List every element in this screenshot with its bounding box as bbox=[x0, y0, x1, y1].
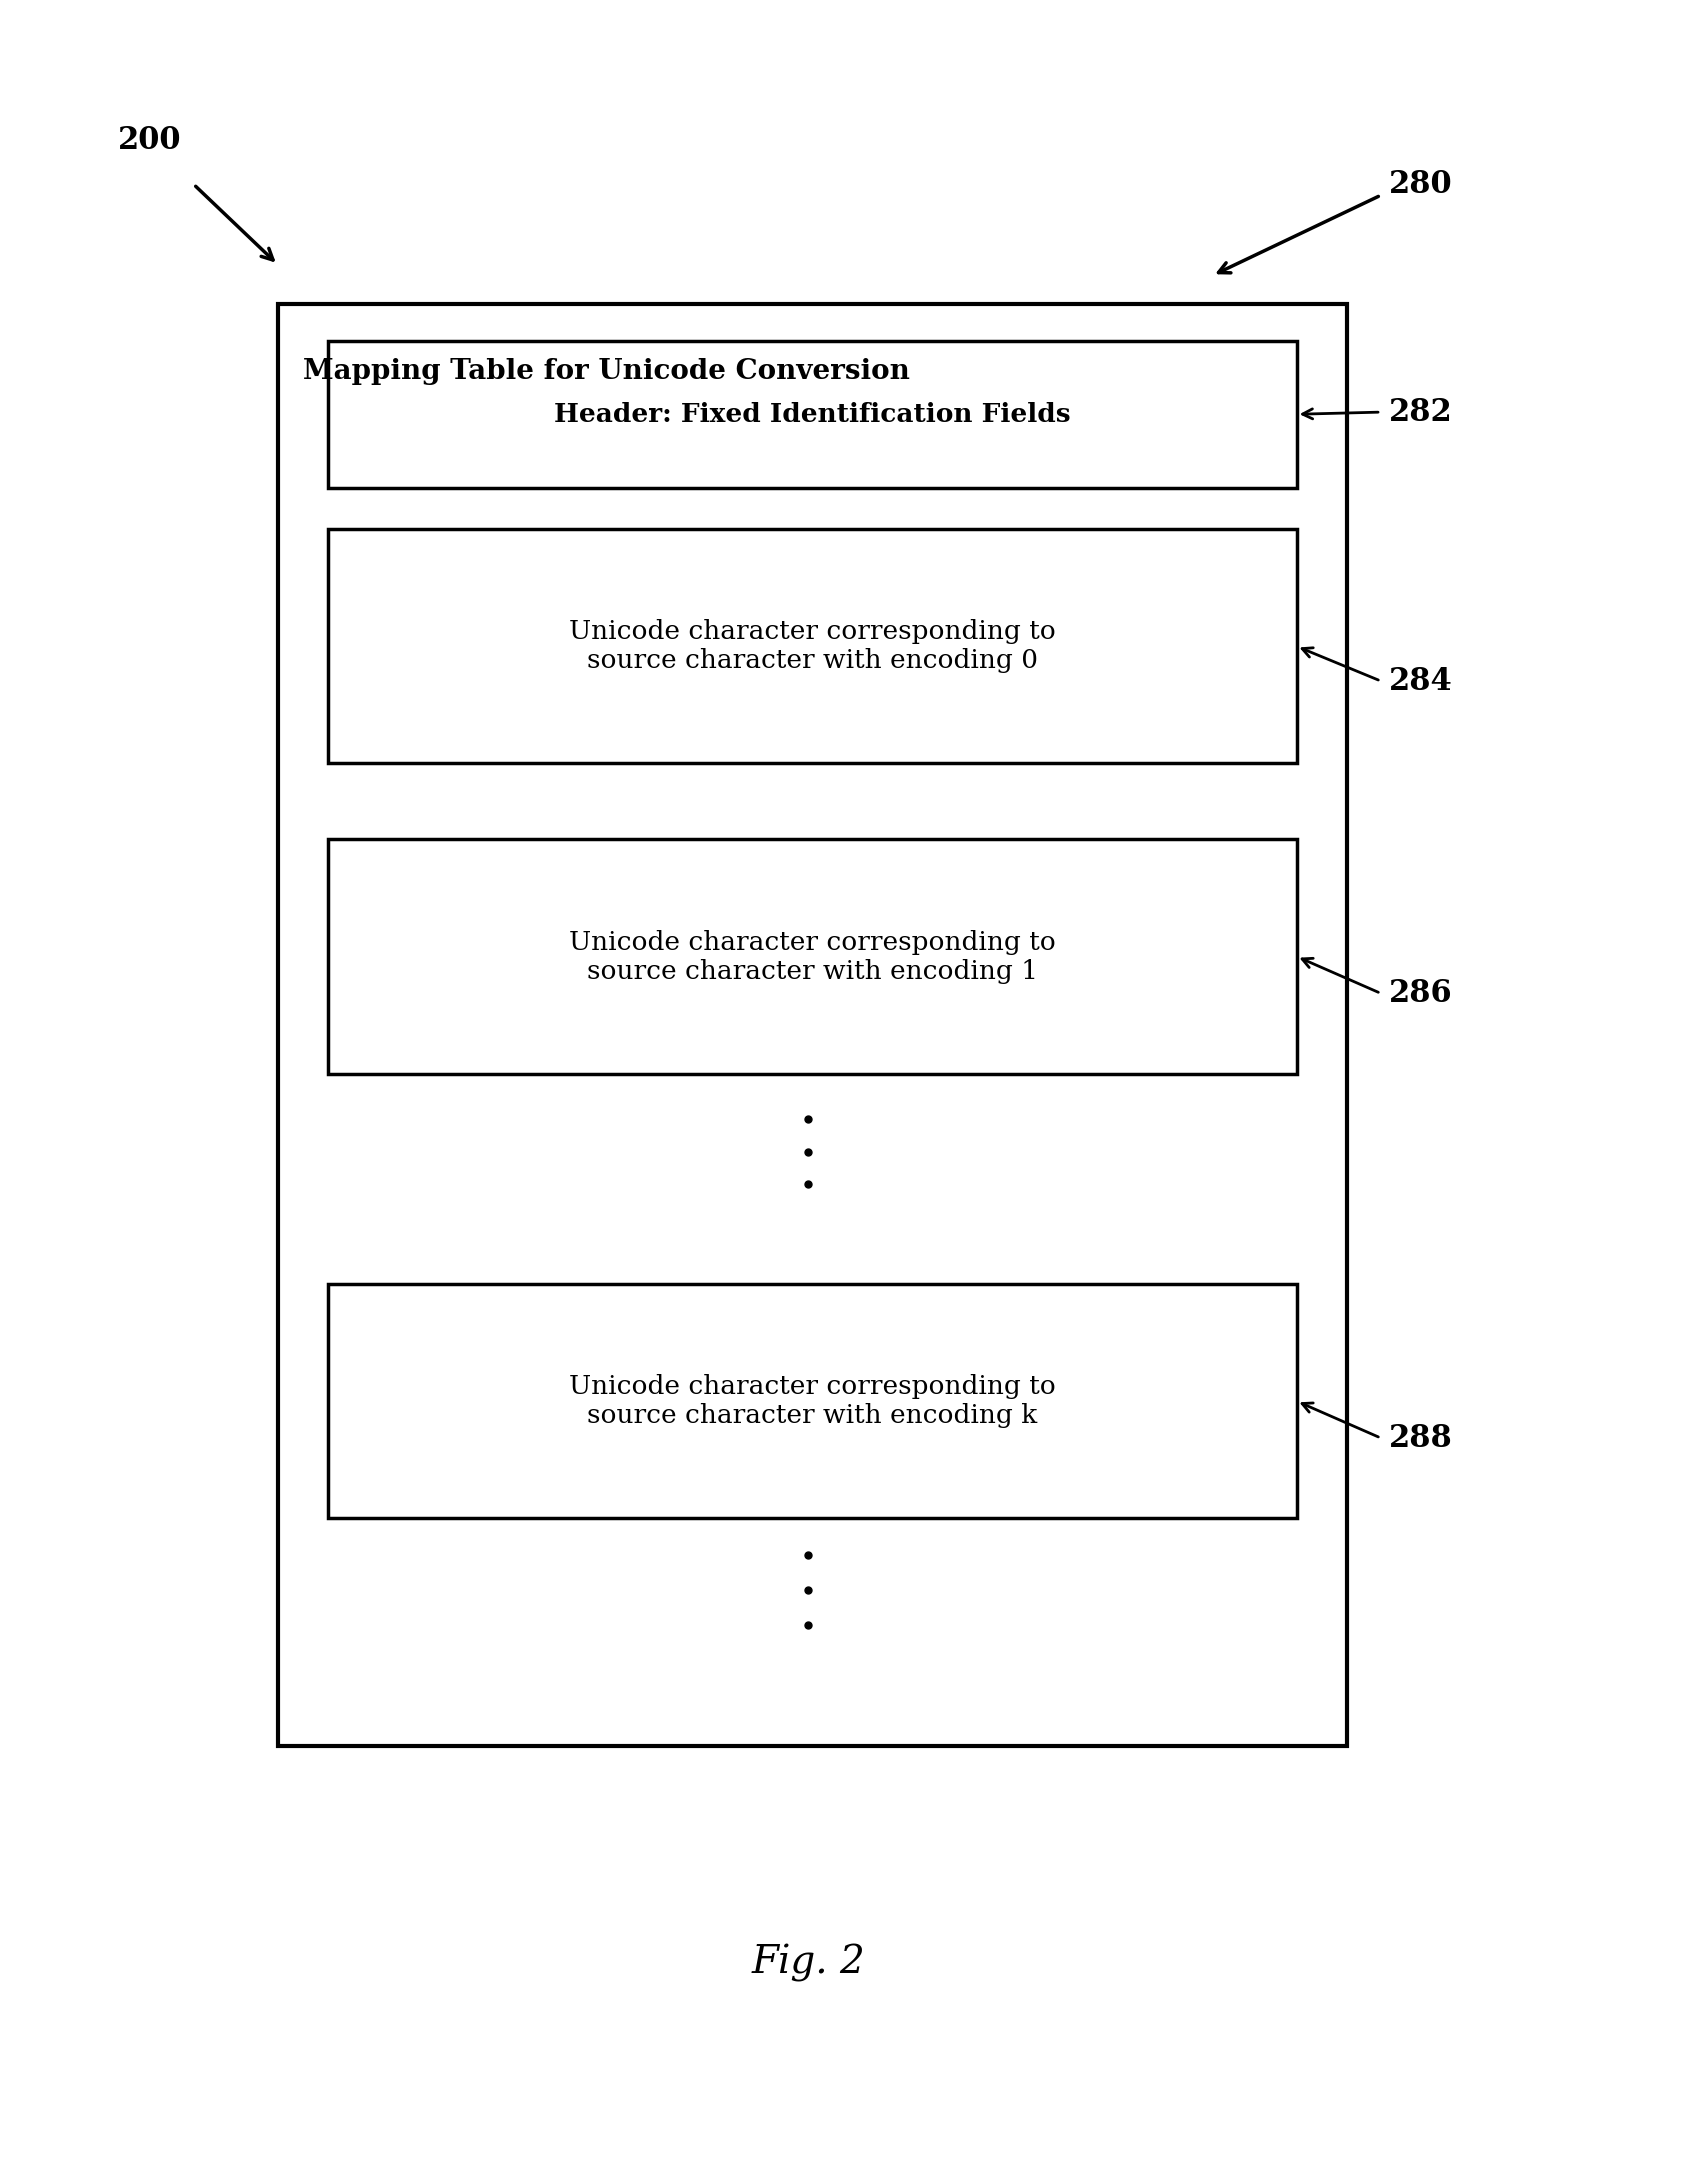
Bar bbox=[328, 1284, 1297, 1518]
Text: 284: 284 bbox=[1389, 666, 1453, 696]
Text: 282: 282 bbox=[1389, 397, 1453, 427]
Text: Unicode character corresponding to
source character with encoding 0: Unicode character corresponding to sourc… bbox=[569, 620, 1056, 672]
Text: Header: Fixed Identification Fields: Header: Fixed Identification Fields bbox=[554, 401, 1071, 427]
Bar bbox=[328, 839, 1297, 1074]
Text: 288: 288 bbox=[1389, 1423, 1453, 1453]
Text: 280: 280 bbox=[1389, 169, 1453, 200]
Text: Mapping Table for Unicode Conversion: Mapping Table for Unicode Conversion bbox=[303, 358, 909, 384]
Bar bbox=[278, 304, 1347, 1746]
Text: Unicode character corresponding to
source character with encoding 1: Unicode character corresponding to sourc… bbox=[569, 931, 1056, 983]
Text: 286: 286 bbox=[1389, 978, 1453, 1009]
Bar bbox=[328, 341, 1297, 488]
Bar bbox=[328, 529, 1297, 763]
Text: Unicode character corresponding to
source character with encoding k: Unicode character corresponding to sourc… bbox=[569, 1375, 1056, 1427]
Text: 200: 200 bbox=[118, 126, 182, 156]
Text: Fig. 2: Fig. 2 bbox=[751, 1943, 866, 1982]
